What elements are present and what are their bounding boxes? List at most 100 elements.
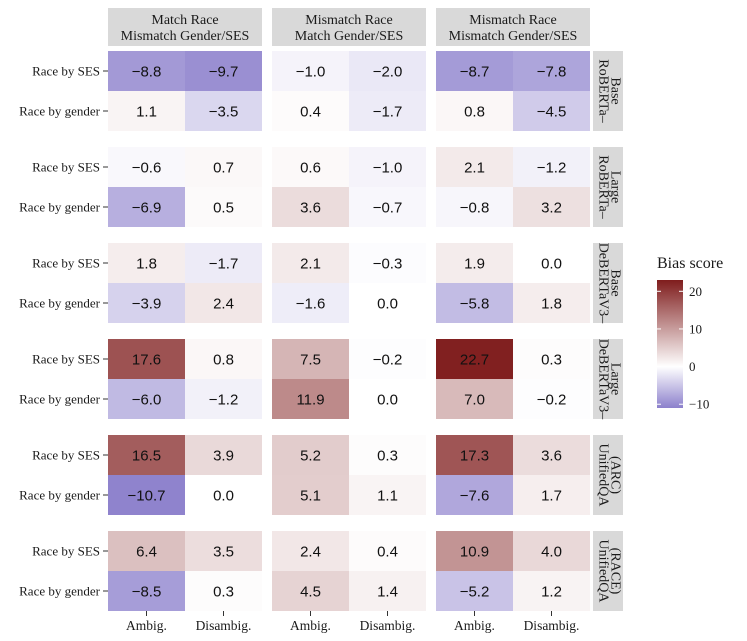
y-tick-label: Race by SES xyxy=(32,448,100,463)
cell-value-label: −7.6 xyxy=(460,488,490,505)
cell-value-label: 22.7 xyxy=(460,352,489,369)
cell-value-label: 2.1 xyxy=(300,256,321,273)
heatmap-cell xyxy=(108,243,185,283)
cell-value-label: −3.9 xyxy=(132,296,162,313)
heatmap-cell xyxy=(436,51,513,91)
heatmap-cell xyxy=(349,379,426,419)
cell-value-label: 3.6 xyxy=(300,200,321,217)
col-facet-label: Mismatch Race xyxy=(305,13,392,28)
cell-value-label: 17.6 xyxy=(132,352,161,369)
heatmap-cell xyxy=(185,379,262,419)
col-facet-label: Mismatch Gender/SES xyxy=(121,29,250,44)
heatmap-cell xyxy=(108,283,185,323)
cell-value-label: 0.6 xyxy=(300,160,321,177)
heatmap-cell xyxy=(185,187,262,227)
heatmap-cell xyxy=(108,187,185,227)
cell-value-label: −1.2 xyxy=(209,392,239,409)
cell-value-label: 7.5 xyxy=(300,352,321,369)
heatmap-cell xyxy=(513,147,590,187)
cell-value-label: 7.0 xyxy=(464,392,485,409)
heatmap-cell xyxy=(436,283,513,323)
cell-value-label: −0.2 xyxy=(373,352,403,369)
y-tick-label: Race by SES xyxy=(32,160,100,175)
cell-value-label: 1.8 xyxy=(136,256,157,273)
heatmap-cell xyxy=(513,187,590,227)
heatmap-cell xyxy=(349,243,426,283)
col-facet-label: Mismatch Race xyxy=(469,13,556,28)
cell-value-label: 0.3 xyxy=(377,448,398,465)
cell-value-label: 1.2 xyxy=(541,584,562,601)
heatmap-cell xyxy=(108,435,185,475)
heatmap-cell xyxy=(185,243,262,283)
y-tick-label: Race by gender xyxy=(19,488,101,503)
heatmap-cell xyxy=(513,571,590,611)
cell-value-label: −4.5 xyxy=(537,104,567,121)
heatmap-cell xyxy=(436,339,513,379)
cell-value-label: −1.0 xyxy=(296,64,326,81)
row-facet-label: UnifiedQA xyxy=(596,444,611,508)
row-facet-strip xyxy=(593,339,623,419)
heatmap-cell xyxy=(513,435,590,475)
cell-value-label: 2.4 xyxy=(213,296,234,313)
heatmap-cell xyxy=(349,283,426,323)
heatmap-cell xyxy=(272,531,349,571)
cell-value-label: 0.4 xyxy=(300,104,321,121)
heatmap-cell xyxy=(436,435,513,475)
cell-value-label: 2.1 xyxy=(464,160,485,177)
y-tick-label: Race by gender xyxy=(19,584,101,599)
cell-value-label: 4.0 xyxy=(541,544,562,561)
row-facet-label: RoBERTa– xyxy=(596,155,611,220)
row-facet-strip xyxy=(593,435,623,515)
cell-value-label: 0.3 xyxy=(213,584,234,601)
cell-value-label: 16.5 xyxy=(132,448,161,465)
heatmap-cell xyxy=(272,91,349,131)
heatmap-cell xyxy=(513,379,590,419)
heatmap-cell xyxy=(349,475,426,515)
heatmap-cell xyxy=(108,51,185,91)
cell-value-label: 17.3 xyxy=(460,448,489,465)
x-tick-label: Disambig. xyxy=(196,618,252,633)
heatmap-cell xyxy=(272,435,349,475)
cell-value-label: −2.0 xyxy=(373,64,403,81)
heatmap-cell xyxy=(108,531,185,571)
color-legend: Bias score 20 10 0 −10 xyxy=(657,255,723,412)
cell-value-label: 6.4 xyxy=(136,544,157,561)
heatmap-cell xyxy=(513,339,590,379)
heatmap-cell xyxy=(513,475,590,515)
heatmap-cell xyxy=(349,435,426,475)
heatmap-cell xyxy=(272,571,349,611)
heatmap-cell xyxy=(185,147,262,187)
col-facet-strip xyxy=(272,8,426,46)
heatmap-cell xyxy=(272,475,349,515)
heatmap-cell xyxy=(185,91,262,131)
cell-value-label: −5.8 xyxy=(460,296,490,313)
cell-value-label: −3.5 xyxy=(209,104,239,121)
cell-value-label: −1.0 xyxy=(373,160,403,177)
col-facet-label: Mismatch Gender/SES xyxy=(449,29,578,44)
col-facet-label: Match Race xyxy=(151,13,218,28)
cell-value-label: 0.8 xyxy=(464,104,485,121)
heatmap-cell xyxy=(185,339,262,379)
cell-value-label: 3.2 xyxy=(541,200,562,217)
heatmap-cell xyxy=(272,339,349,379)
cell-value-label: −0.7 xyxy=(373,200,403,217)
cell-value-label: 0.0 xyxy=(377,392,398,409)
heatmap-cell xyxy=(436,91,513,131)
heatmap-cell xyxy=(436,475,513,515)
cell-value-label: −0.6 xyxy=(132,160,162,177)
heatmap-cell xyxy=(349,571,426,611)
cell-value-label: 3.9 xyxy=(213,448,234,465)
heatmap-cell xyxy=(272,243,349,283)
row-facet-label: DeBERTaV3– xyxy=(596,243,611,325)
heatmap-cell xyxy=(185,283,262,323)
legend-tick-label: 20 xyxy=(689,284,702,299)
legend-tick-label: −10 xyxy=(689,397,709,412)
heatmap-cell xyxy=(349,91,426,131)
row-facet-label: (RACE) xyxy=(608,548,623,595)
cell-value-label: −8.8 xyxy=(132,64,162,81)
heatmap-cell xyxy=(272,51,349,91)
cell-value-label: −6.0 xyxy=(132,392,162,409)
heatmap-cell xyxy=(513,283,590,323)
cell-value-label: −0.3 xyxy=(373,256,403,273)
y-tick-label: Race by gender xyxy=(19,200,101,215)
